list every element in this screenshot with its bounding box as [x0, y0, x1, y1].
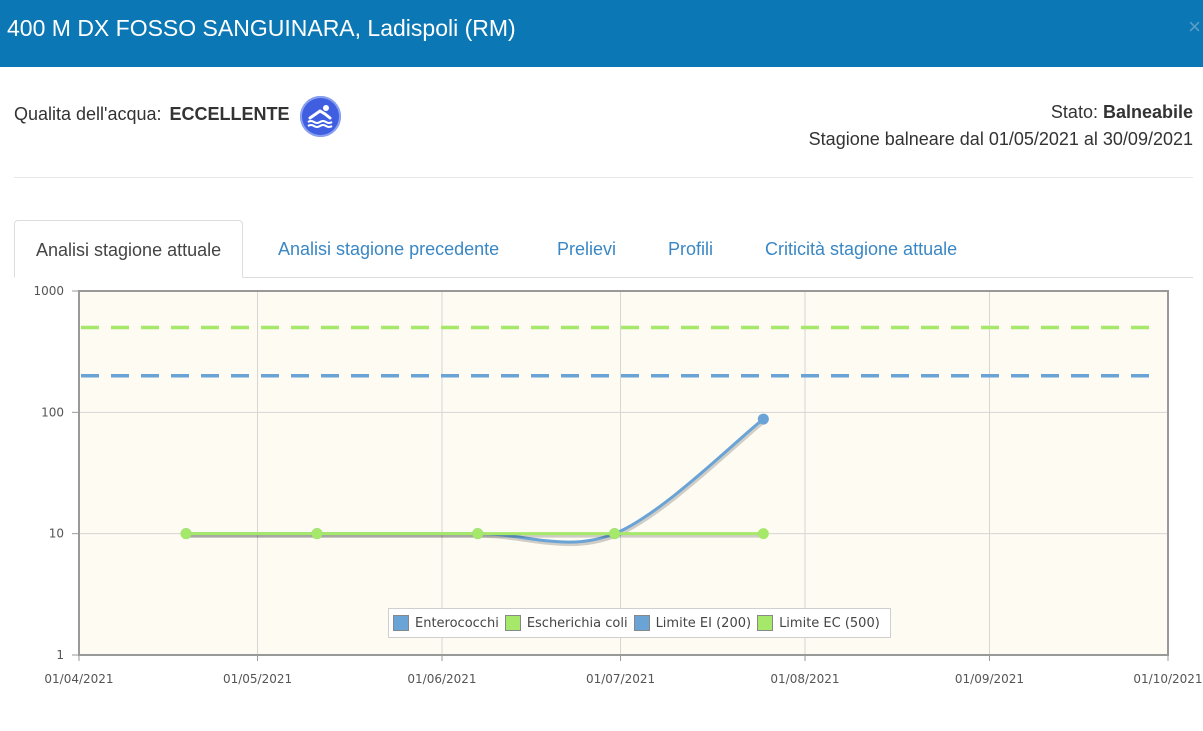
- modal-header: 400 M DX FOSSO SANGUINARA, Ladispoli (RM…: [0, 0, 1203, 67]
- x-tick-label: 01/09/2021: [955, 672, 1024, 686]
- y-tick-label: 1000: [33, 284, 64, 298]
- x-tick-label: 01/08/2021: [770, 672, 839, 686]
- data-point: [472, 528, 484, 540]
- divider: [14, 177, 1193, 178]
- season-period: Stagione balneare dal 01/05/2021 al 30/0…: [808, 129, 1193, 149]
- water-quality: Qualita dell'acqua: ECCELLENTE: [14, 104, 290, 125]
- legend-item[interactable]: Limite EC (500): [757, 615, 880, 631]
- x-tick-label: 01/10/2021: [1133, 672, 1202, 686]
- legend-item[interactable]: Limite EI (200): [633, 615, 752, 631]
- legend-label: Limite EI (200): [655, 615, 752, 631]
- legend-swatch: [504, 615, 521, 631]
- legend-label: Escherichia coli: [526, 615, 628, 631]
- status-label: Stato:: [1050, 102, 1103, 122]
- status-value: Balneabile: [1102, 102, 1193, 122]
- data-point: [609, 528, 621, 540]
- tab-criticalities[interactable]: Criticità stagione attuale: [765, 239, 958, 259]
- x-tick-label: 01/05/2021: [223, 672, 292, 686]
- water-quality-value: ECCELLENTE: [169, 104, 290, 124]
- x-tick-label: 01/07/2021: [586, 672, 655, 686]
- legend-label: Enterococchi: [415, 615, 499, 631]
- data-point: [311, 528, 323, 540]
- tab-samples[interactable]: Prelievi: [557, 239, 617, 259]
- page-title: 400 M DX FOSSO SANGUINARA, Ladispoli (RM…: [7, 15, 516, 41]
- bathing-status: Stato: Balneabile Stagione balneare dal …: [809, 99, 1193, 153]
- legend-swatch: [757, 615, 774, 631]
- y-tick-label: 100: [41, 405, 64, 419]
- x-tick-label: 01/06/2021: [407, 672, 476, 686]
- chart-legend: Enterococchi Escherichia coli Limite EI (2…: [388, 608, 891, 638]
- bacteria-chart: 01/04/2021 01/05/2021 01/06/2021 01/07/2021…: [33, 284, 1202, 686]
- y-tick-label: 1: [56, 648, 64, 662]
- legend-swatch: [633, 615, 650, 631]
- plot-area: [79, 291, 1168, 655]
- tab-bar: Analisi stagione attuale Analisi stagion…: [14, 220, 1193, 278]
- y-tick-label: 10: [49, 527, 64, 541]
- legend-item[interactable]: Enterococchi: [393, 615, 499, 631]
- legend-item[interactable]: Escherichia coli: [504, 615, 628, 631]
- x-tick-label: 01/04/2021: [44, 672, 113, 686]
- data-point: [757, 528, 769, 540]
- tab-profiles[interactable]: Profili: [668, 239, 714, 259]
- data-point: [757, 413, 769, 425]
- water-quality-label: Qualita dell'acqua:: [14, 104, 162, 124]
- tab-previous-season[interactable]: Analisi stagione precedente: [278, 239, 500, 259]
- close-icon[interactable]: ×: [1188, 14, 1201, 39]
- legend-label: Limite EC (500): [779, 615, 880, 631]
- legend-swatch: [393, 615, 409, 631]
- data-point: [180, 528, 192, 540]
- plot-frame: [78, 290, 1169, 656]
- tab-current-season[interactable]: Analisi stagione attuale: [14, 220, 244, 278]
- swimmer-icon: [300, 96, 341, 137]
